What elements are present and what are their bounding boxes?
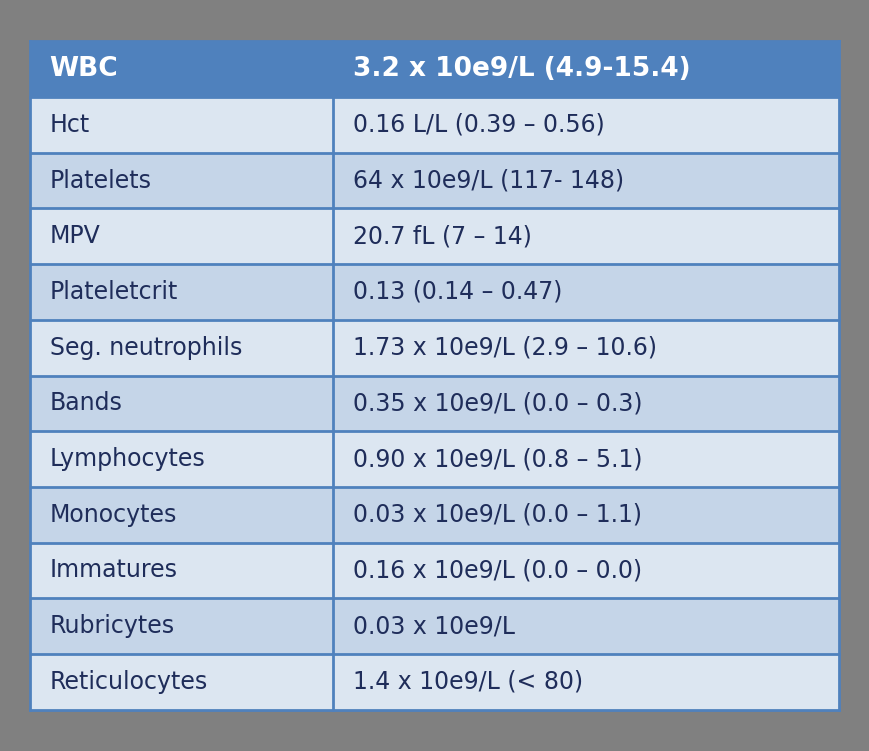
Text: 0.03 x 10e9/L: 0.03 x 10e9/L — [353, 614, 514, 638]
Bar — [30, 542, 839, 599]
Text: 0.16 L/L (0.39 – 0.56): 0.16 L/L (0.39 – 0.56) — [353, 113, 604, 137]
Text: 20.7 fL (7 – 14): 20.7 fL (7 – 14) — [353, 225, 532, 249]
Bar — [30, 599, 839, 654]
Bar — [30, 97, 839, 152]
Bar — [30, 320, 839, 376]
Text: 3.2 x 10e9/L (4.9-15.4): 3.2 x 10e9/L (4.9-15.4) — [353, 56, 690, 82]
Bar — [30, 654, 839, 710]
Bar — [30, 376, 839, 431]
Text: Hct: Hct — [50, 113, 90, 137]
Bar — [30, 431, 839, 487]
Text: Rubricytes: Rubricytes — [50, 614, 175, 638]
Text: 1.4 x 10e9/L (< 80): 1.4 x 10e9/L (< 80) — [353, 670, 583, 694]
Text: 64 x 10e9/L (117- 148): 64 x 10e9/L (117- 148) — [353, 168, 624, 192]
Text: WBC: WBC — [50, 56, 118, 82]
Text: 0.13 (0.14 – 0.47): 0.13 (0.14 – 0.47) — [353, 280, 562, 304]
Text: Plateletcrit: Plateletcrit — [50, 280, 178, 304]
Text: MPV: MPV — [50, 225, 100, 249]
Text: 0.03 x 10e9/L (0.0 – 1.1): 0.03 x 10e9/L (0.0 – 1.1) — [353, 502, 641, 526]
Text: Seg. neutrophils: Seg. neutrophils — [50, 336, 242, 360]
Text: 0.90 x 10e9/L (0.8 – 5.1): 0.90 x 10e9/L (0.8 – 5.1) — [353, 447, 642, 471]
Text: Reticulocytes: Reticulocytes — [50, 670, 208, 694]
Text: 0.16 x 10e9/L (0.0 – 0.0): 0.16 x 10e9/L (0.0 – 0.0) — [353, 559, 641, 583]
Text: Lymphocytes: Lymphocytes — [50, 447, 205, 471]
Text: Platelets: Platelets — [50, 168, 151, 192]
Bar — [30, 41, 839, 97]
Bar — [30, 152, 839, 208]
Text: 0.35 x 10e9/L (0.0 – 0.3): 0.35 x 10e9/L (0.0 – 0.3) — [353, 391, 642, 415]
Text: Monocytes: Monocytes — [50, 502, 177, 526]
Bar — [30, 487, 839, 542]
Bar — [30, 264, 839, 320]
Text: Immatures: Immatures — [50, 559, 177, 583]
Text: Bands: Bands — [50, 391, 123, 415]
Text: 1.73 x 10e9/L (2.9 – 10.6): 1.73 x 10e9/L (2.9 – 10.6) — [353, 336, 657, 360]
Bar — [30, 208, 839, 264]
